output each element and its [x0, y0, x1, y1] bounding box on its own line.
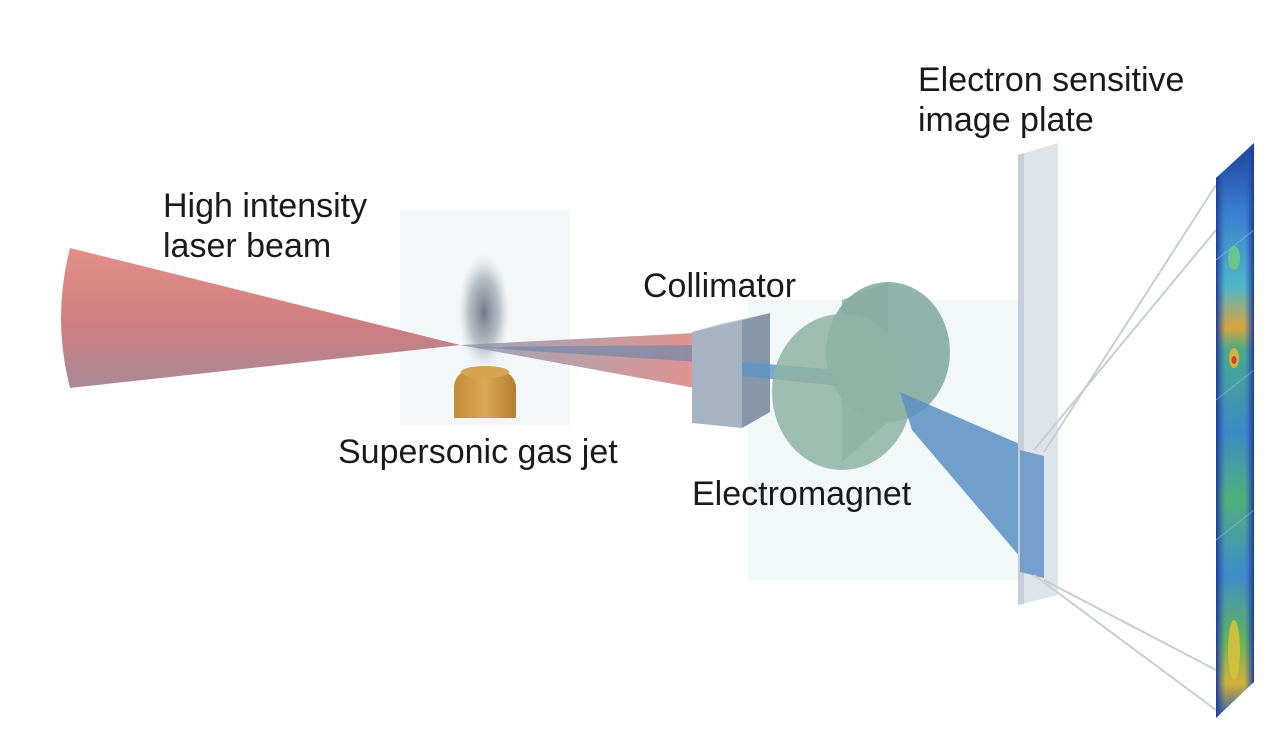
strip-divider-3 — [1215, 509, 1255, 541]
laser-beam-label-line2: laser beam — [163, 227, 332, 265]
gas-jet-nozzle — [454, 366, 516, 418]
zoom-line-lower-2 — [1033, 574, 1217, 711]
laser-beam-cone — [61, 248, 460, 388]
spectrum-hotspot-1 — [1228, 246, 1240, 270]
image-plate-label-line1: Electron sensitive — [918, 61, 1185, 99]
image-plate-label-line2: image plate — [918, 101, 1094, 139]
deflected-electron-fan — [900, 392, 1038, 578]
electron-spectrum-strip-edge — [1216, 143, 1254, 718]
strip-divider-2 — [1215, 369, 1255, 401]
electron-beam — [470, 345, 700, 362]
plate-exposure-region — [1020, 450, 1044, 578]
electromagnet-label: Electromagnet — [692, 475, 912, 513]
gas-jet-label: Supersonic gas jet — [338, 433, 618, 471]
strip-divider-1 — [1215, 229, 1255, 261]
image-plate-label: Electron sensitive image plate — [918, 60, 1184, 140]
zoom-line-upper-2 — [1033, 229, 1217, 451]
laser-beam-label: High intensity laser beam — [163, 186, 367, 266]
collimator-front — [692, 320, 742, 428]
spectrum-hotspot-3 — [1231, 356, 1237, 364]
zoom-line-upper-1 — [1043, 184, 1217, 453]
laser-beam-label-line1: High intensity — [163, 187, 368, 225]
zoom-line-lower-1 — [1043, 579, 1217, 671]
electromagnet-front — [772, 314, 912, 470]
collimator-top — [692, 313, 770, 332]
collimator-label: Collimator — [643, 267, 797, 305]
gas-jet-nozzle-top — [461, 366, 509, 378]
gas-plume — [458, 254, 510, 370]
spectrum-hotspot-4 — [1228, 620, 1240, 680]
